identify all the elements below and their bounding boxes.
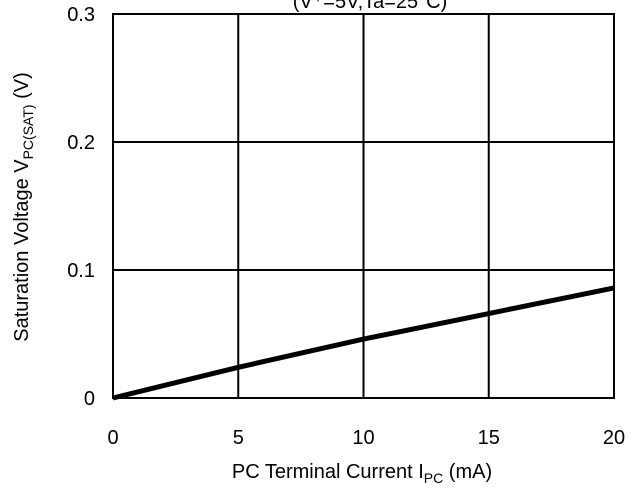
series-layer [112,285,615,401]
x-tick-label: 5 [233,427,244,449]
y-tick-label: 0.2 [67,132,95,154]
y-tick-label: 0.3 [67,4,95,26]
x-axis-title: PC Terminal Current IPC (mA) [232,461,492,486]
y-tick-label: 0 [84,388,95,410]
y-tick-labels: 0 0.1 0.2 0.3 [67,4,95,410]
series-line [112,285,615,401]
x-tick-label: 0 [107,427,118,449]
y-axis-title: Saturation Voltage VPC(SAT) (V) [11,72,36,342]
x-tick-label: 20 [603,427,625,449]
plot-frame [112,13,615,399]
y-tick-label: 0.1 [67,260,95,282]
x-tick-label: 10 [352,427,374,449]
x-tick-label: 15 [478,427,500,449]
x-tick-labels: 0 5 10 15 20 [107,427,625,449]
conditions-text: (V⁺=5V,Ta=25°C) [293,0,448,13]
